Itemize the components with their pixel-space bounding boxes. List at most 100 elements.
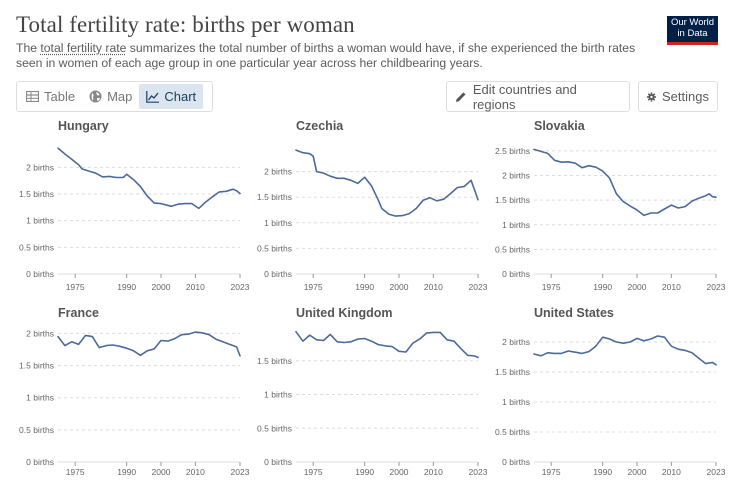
gear-icon (647, 91, 657, 102)
y-tick-label: 1 births (264, 218, 292, 228)
tab-map-label: Map (107, 89, 133, 104)
logo-line-1: Our World (670, 17, 715, 28)
y-tick-label: 2 births (26, 162, 54, 172)
edit-countries-label: Edit countries and regions (472, 81, 577, 112)
x-tick-label: 2023 (231, 467, 250, 477)
subtitle-link[interactable]: total fertility rate (40, 41, 127, 55)
y-tick-label: 1.5 births (257, 356, 292, 366)
y-tick-label: 0.5 births (19, 242, 54, 252)
page-subtitle: The total fertility rate summarizes the … (16, 41, 656, 71)
x-tick-label: 1990 (117, 282, 136, 292)
x-tick-label: 2010 (662, 282, 681, 292)
x-tick-label: 2000 (628, 467, 647, 477)
x-tick-label: 2000 (152, 282, 171, 292)
x-tick-label: 2023 (707, 467, 726, 477)
panel-title: Hungary (58, 119, 109, 133)
panel-title: Czechia (296, 119, 344, 133)
y-tick-label: 0.5 births (257, 423, 292, 433)
x-tick-label: 2010 (424, 467, 443, 477)
panel-czechia: Czechia 0 births 0.5 births 1 births 1.5 bir… (257, 119, 488, 292)
tab-table[interactable]: Table (19, 84, 82, 109)
x-tick-label: 2023 (469, 282, 488, 292)
owid-logo[interactable]: Our World in Data (667, 16, 718, 44)
x-tick-label: 1990 (593, 467, 612, 477)
small-multiples-chart: Hungary 0 births 0.5 births 1 births 1.5 bir… (19, 119, 726, 477)
x-tick-label: 1990 (355, 467, 374, 477)
line-chart-icon (146, 90, 160, 103)
y-tick-label: 0.5 births (257, 243, 292, 253)
x-tick-label: 2000 (628, 282, 647, 292)
edit-countries-button[interactable]: Edit countries and regions (446, 81, 630, 112)
x-tick-label: 1975 (304, 467, 323, 477)
x-tick-label: 2023 (707, 282, 726, 292)
series-line-hungary[interactable] (57, 147, 241, 210)
x-tick-label: 2023 (469, 467, 488, 477)
panel-france: France 0 births 0.5 births 1 births 1.5 birt… (19, 306, 250, 477)
series-line-france[interactable] (57, 331, 241, 357)
series-line-united-states[interactable] (533, 335, 717, 366)
subtitle-text-after: summarizes the total number of births a … (16, 41, 636, 70)
y-tick-label: 1 births (26, 216, 54, 226)
y-tick-label: 1.5 births (257, 192, 292, 202)
view-tabs: Table Map Chart (16, 81, 213, 112)
panel-title: United States (534, 306, 614, 320)
series-line-slovakia[interactable] (533, 148, 717, 217)
x-tick-label: 1975 (542, 467, 561, 477)
logo-accent-bar (667, 42, 718, 45)
x-tick-label: 1990 (593, 282, 612, 292)
y-tick-label: 0.5 births (495, 244, 530, 254)
panel-title: Slovakia (534, 119, 586, 133)
panel-title: United Kingdom (296, 306, 393, 320)
series-line-united-kingdom[interactable] (295, 330, 479, 359)
tab-chart-label: Chart (164, 89, 197, 104)
settings-button[interactable]: Settings (638, 81, 718, 112)
x-tick-label: 2010 (186, 467, 205, 477)
y-tick-label: 2 births (264, 167, 292, 177)
y-tick-label: 1 births (26, 393, 54, 403)
series-line-czechia[interactable] (295, 149, 479, 217)
y-tick-label: 0.5 births (495, 427, 530, 437)
x-tick-label: 2023 (231, 282, 250, 292)
y-tick-label: 1.5 births (495, 195, 530, 205)
y-tick-label: 1.5 births (19, 361, 54, 371)
globe-icon (89, 90, 102, 103)
y-tick-label: 2.5 births (495, 146, 530, 156)
x-tick-label: 2000 (152, 467, 171, 477)
y-tick-label: 1 births (502, 220, 530, 230)
y-tick-label: 2 births (502, 337, 530, 347)
tab-chart[interactable]: Chart (139, 84, 204, 109)
y-tick-label: 0.5 births (19, 425, 54, 435)
y-tick-label: 0 births (26, 457, 54, 467)
pencil-icon (455, 91, 466, 102)
panel-united-kingdom: United Kingdom 0 births 0.5 births 1 births… (257, 306, 488, 477)
tab-map[interactable]: Map (82, 84, 139, 109)
y-tick-label: 2 births (502, 171, 530, 181)
settings-label: Settings (662, 89, 709, 104)
table-icon (26, 91, 39, 102)
logo-line-2: in Data (677, 27, 708, 39)
y-tick-label: 1.5 births (19, 189, 54, 199)
panel-slovakia: Slovakia 0 births 0.5 births 1 births 1.5 bi… (495, 119, 726, 292)
subtitle-text-before: The (16, 41, 41, 55)
y-tick-label: 1 births (264, 390, 292, 400)
x-tick-label: 1975 (304, 282, 323, 292)
x-tick-label: 1990 (355, 282, 374, 292)
y-tick-label: 0 births (26, 269, 54, 279)
y-tick-label: 0 births (264, 457, 292, 467)
x-tick-label: 1975 (66, 467, 85, 477)
panel-hungary: Hungary 0 births 0.5 births 1 births 1.5 bir… (19, 119, 250, 292)
x-tick-label: 2000 (390, 282, 409, 292)
x-tick-label: 2010 (662, 467, 681, 477)
y-tick-label: 1.5 births (495, 367, 530, 377)
y-tick-label: 0 births (502, 269, 530, 279)
y-tick-label: 0 births (502, 457, 530, 467)
x-tick-label: 2000 (390, 467, 409, 477)
x-tick-label: 1975 (542, 282, 561, 292)
panel-united-states: United States 0 births 0.5 births 1 births 1… (495, 306, 726, 477)
panel-title: France (58, 306, 99, 320)
x-tick-label: 1990 (117, 467, 136, 477)
y-tick-label: 1 births (502, 397, 530, 407)
y-tick-label: 0 births (264, 269, 292, 279)
y-tick-label: 2 births (26, 328, 54, 338)
x-tick-label: 2010 (424, 282, 443, 292)
